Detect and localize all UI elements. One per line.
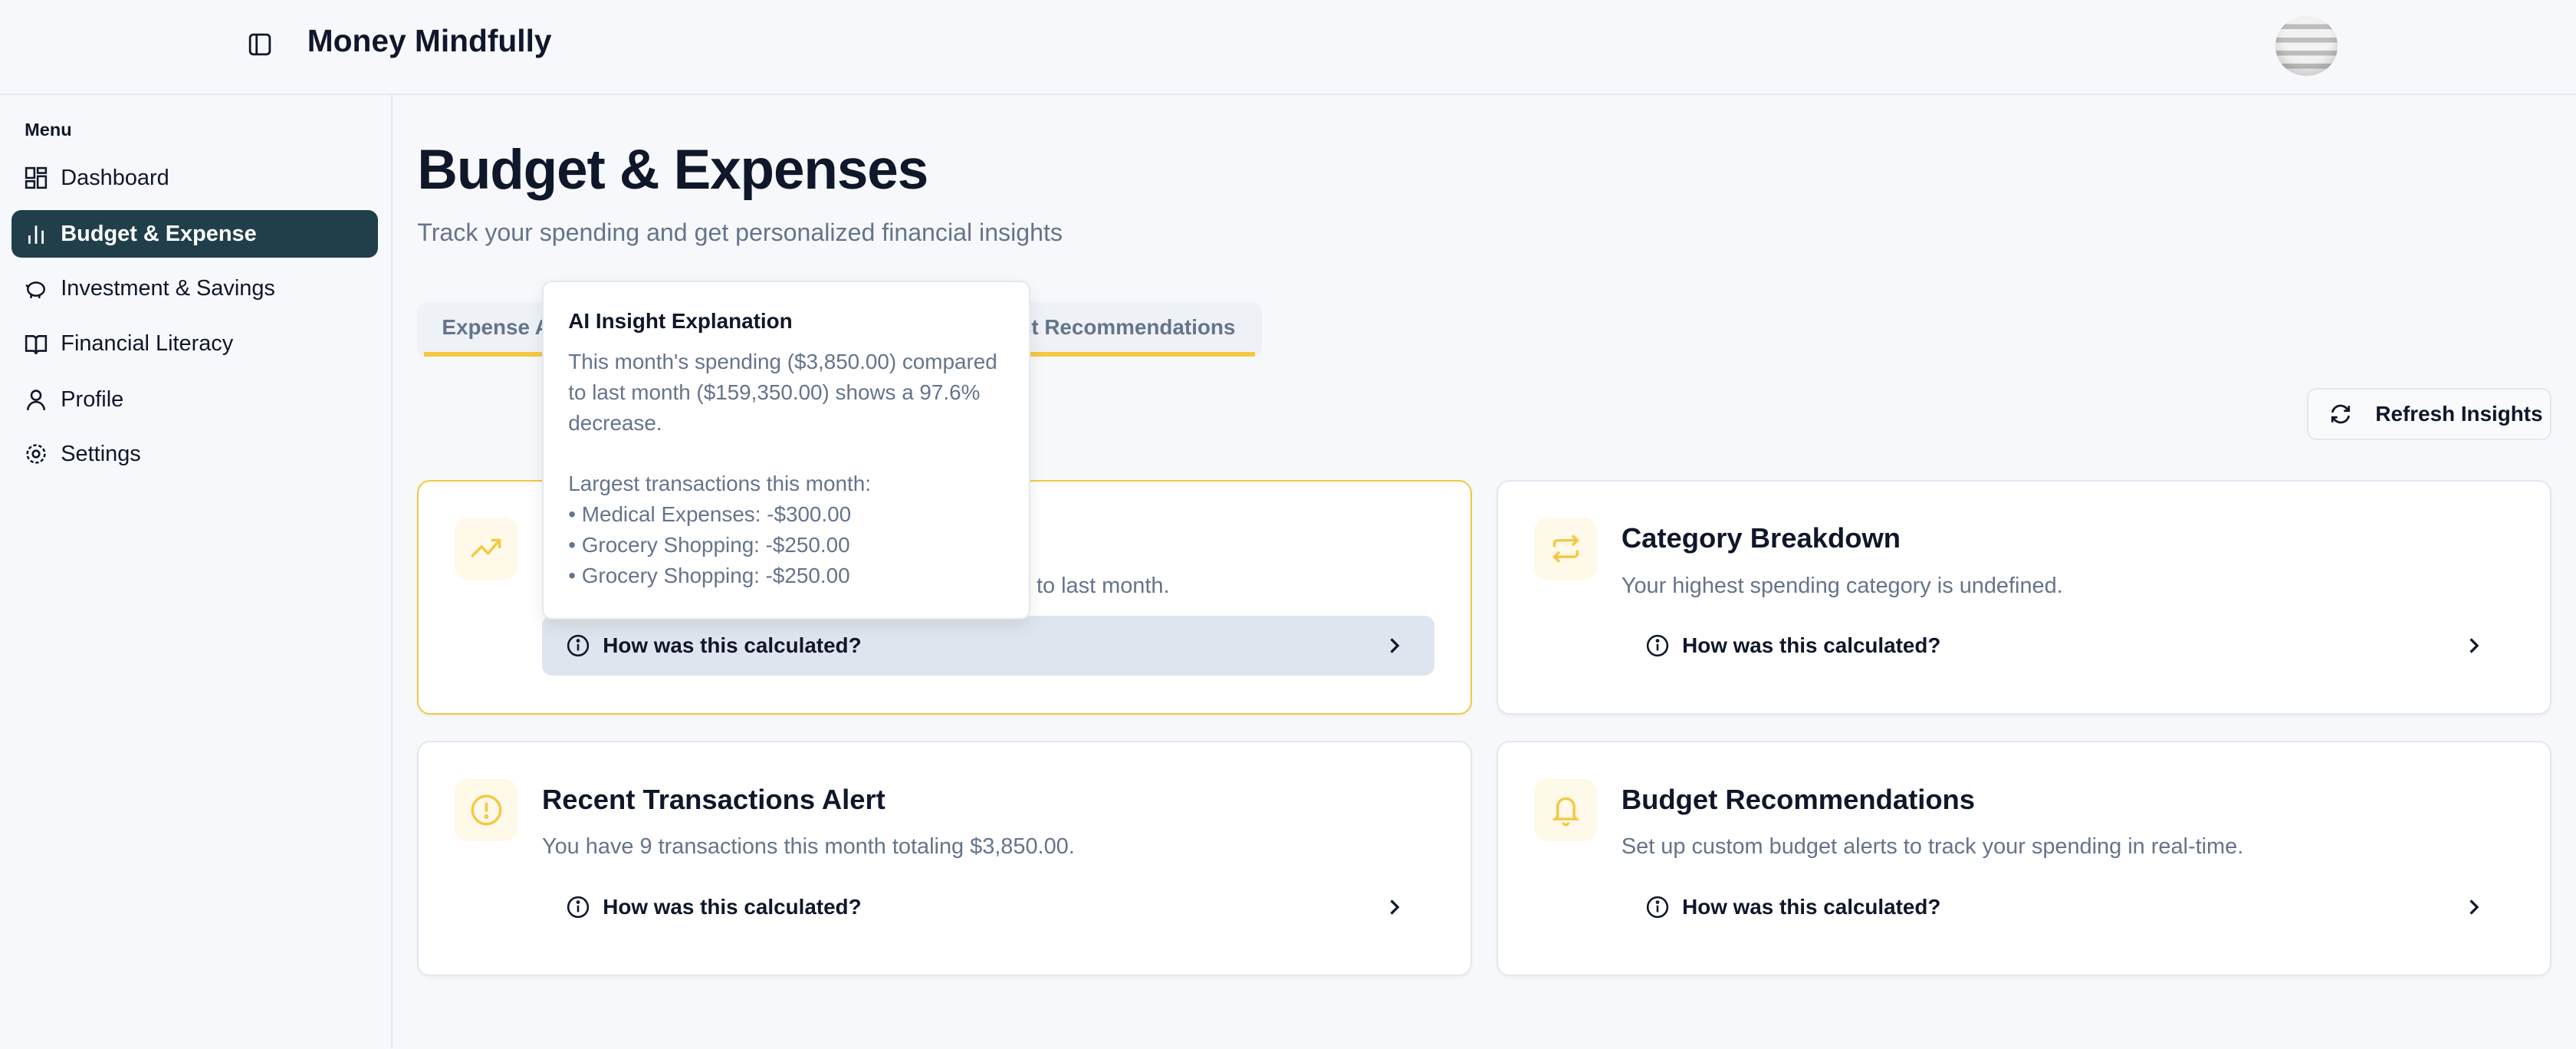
card-description: to last month. xyxy=(1036,573,1170,598)
book-icon xyxy=(25,334,48,355)
how-calculated-button[interactable]: How was this calculated? xyxy=(542,877,1434,936)
top-header: Money Mindfully xyxy=(0,0,2576,96)
insight-card-recent-transactions: Recent Transactions Alert You have 9 tra… xyxy=(417,741,1472,976)
icon-box xyxy=(455,778,518,841)
chevron-right-icon xyxy=(2469,638,2479,653)
how-calculated-button[interactable]: How was this calculated? xyxy=(1622,616,2514,675)
tab-expense[interactable]: Expense A xyxy=(423,302,621,357)
page-title: Budget & Expenses xyxy=(417,139,928,201)
ai-insight-tooltip: AI Insight Explanation This month's spen… xyxy=(542,281,1030,620)
tab-recommendations[interactable]: ct Recommendations xyxy=(1008,302,1256,357)
chevron-right-icon xyxy=(1390,899,1400,915)
sidebar-item-label: Budget & Expense xyxy=(61,221,257,246)
page-subtitle: Track your spending and get personalized… xyxy=(417,219,1063,246)
card-description: Your highest spending category is undefi… xyxy=(1621,573,2063,598)
repeat-icon xyxy=(1552,534,1579,563)
tooltip-title: AI Insight Explanation xyxy=(568,308,793,333)
tooltip-line: This month's spending ($3,850.00) compar… xyxy=(568,349,997,373)
tab-label: Expense A xyxy=(442,314,550,339)
sidebar-item-profile[interactable]: Profile xyxy=(12,377,378,424)
tooltip-line: Largest transactions this month: xyxy=(568,472,871,496)
app-title: Money Mindfully xyxy=(307,23,552,58)
tooltip-line: • Grocery Shopping: -$250.00 xyxy=(568,532,850,557)
sidebar-item-budget-expense[interactable]: Budget & Expense xyxy=(12,210,378,258)
icon-box xyxy=(1534,517,1597,580)
card-title: Recent Transactions Alert xyxy=(541,783,886,815)
tab-label: ct Recommendations xyxy=(1019,314,1236,339)
refresh-label: Refresh Insights xyxy=(2375,401,2543,426)
card-description: You have 9 transactions this month total… xyxy=(541,834,1075,860)
tooltip-line: • Grocery Shopping: -$250.00 xyxy=(568,563,850,587)
refresh-insights-button[interactable]: Refresh Insights xyxy=(2306,387,2551,441)
dashboard-icon xyxy=(25,167,48,189)
sidebar-item-label: Dashboard xyxy=(61,165,169,190)
insight-card-budget-recommendations: Budget Recommendations Set up custom bud… xyxy=(1497,741,2551,976)
calc-label: How was this calculated? xyxy=(603,633,862,657)
sidebar-item-label: Investment & Savings xyxy=(61,275,275,301)
refresh-icon xyxy=(2331,404,2351,424)
gear-icon xyxy=(26,444,46,465)
sidebar-item-label: Settings xyxy=(61,441,141,466)
piggy-bank-icon xyxy=(25,281,46,298)
menu-label: Menu xyxy=(25,120,72,140)
info-icon xyxy=(567,634,590,657)
trending-up-icon xyxy=(470,539,501,558)
calc-label: How was this calculated? xyxy=(1682,633,1941,657)
user-icon xyxy=(27,390,46,410)
info-icon xyxy=(1646,634,1669,657)
alert-circle-icon xyxy=(471,794,502,826)
chevron-right-icon xyxy=(1390,638,1400,653)
sidebar-toggle-icon[interactable] xyxy=(248,33,271,56)
info-icon xyxy=(567,896,590,918)
info-icon xyxy=(1646,896,1669,918)
sidebar-item-investment-savings[interactable]: Investment & Savings xyxy=(12,265,378,312)
how-calculated-button[interactable]: How was this calculated? xyxy=(541,616,1434,676)
sidebar-item-settings[interactable]: Settings xyxy=(12,430,378,478)
tooltip-line: decrease. xyxy=(568,410,662,435)
sidebar-item-label: Financial Literacy xyxy=(61,331,234,357)
card-description: Set up custom budget alerts to track you… xyxy=(1621,834,2244,860)
card-title: Budget Recommendations xyxy=(1621,783,1976,815)
bar-chart-icon xyxy=(28,225,44,245)
chevron-right-icon xyxy=(2469,899,2479,915)
tooltip-line: to last month ($159,350.00) shows a 97.6… xyxy=(568,380,981,404)
icon-box xyxy=(455,517,518,580)
card-title: Category Breakdown xyxy=(1621,522,1901,554)
tooltip-line: • Medical Expenses: -$300.00 xyxy=(568,502,852,527)
icon-box xyxy=(1534,778,1597,841)
sidebar-item-financial-literacy[interactable]: Financial Literacy xyxy=(12,321,378,368)
sidebar-item-label: Profile xyxy=(61,387,124,413)
calc-label: How was this calculated? xyxy=(603,894,862,919)
tooltip-line xyxy=(568,438,1004,469)
sidebar: Menu Dashboard Budget & Expense Investme… xyxy=(0,95,393,1049)
calc-label: How was this calculated? xyxy=(1682,894,1941,919)
how-calculated-button[interactable]: How was this calculated? xyxy=(1622,877,2514,936)
sidebar-item-dashboard[interactable]: Dashboard xyxy=(12,154,378,202)
bell-icon xyxy=(1551,797,1580,827)
avatar[interactable] xyxy=(2275,16,2338,76)
insight-card-category-breakdown: Category Breakdown Your highest spending… xyxy=(1497,479,2551,715)
